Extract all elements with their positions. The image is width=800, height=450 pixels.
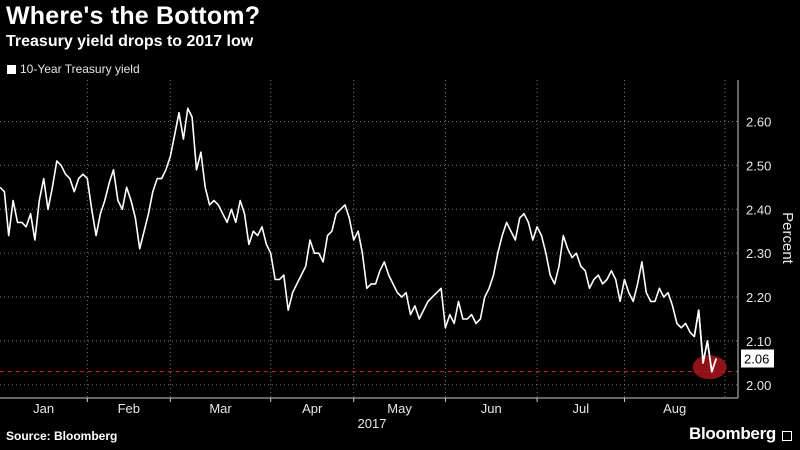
- x-tick-label: Jan: [33, 401, 54, 416]
- series-line: [0, 107, 717, 373]
- x-tick-label: Mar: [209, 401, 232, 416]
- brand-mark-icon: [782, 431, 792, 441]
- legend: 10-Year Treasury yield: [7, 62, 140, 76]
- legend-swatch: [7, 64, 16, 74]
- y-tick-label: 2.60: [746, 115, 771, 130]
- chart-subtitle: Treasury yield drops to 2017 low: [6, 33, 254, 50]
- chart-title: Where's the Bottom?: [6, 2, 261, 30]
- series-layer: [0, 107, 717, 373]
- y-tick-label: 2.10: [746, 334, 771, 349]
- y-tick-label: 2.00: [746, 378, 771, 393]
- y-tick-label: 2.40: [746, 202, 771, 217]
- x-tick-label: Feb: [118, 401, 140, 416]
- y-tick-label: 2.20: [746, 290, 771, 305]
- y-axis-label: Percent: [779, 212, 796, 265]
- axis-layer: 2.00 2.10 2.20 2.30 2.40 2.50 2.60 Jan Feb Mar Apr…: [0, 80, 774, 416]
- brand-logo: Bloomberg: [688, 424, 776, 443]
- y-tick-label: 2.30: [746, 246, 771, 261]
- last-value-label: 2.06: [744, 352, 769, 367]
- x-tick-label: Jun: [481, 401, 502, 416]
- legend-label: 10-Year Treasury yield: [20, 62, 140, 76]
- y-tick-label: 2.50: [746, 158, 771, 173]
- source-note: Source: Bloomberg: [6, 429, 118, 443]
- x-tick-label: Aug: [663, 401, 686, 416]
- x-tick-label: Jul: [572, 401, 589, 416]
- grid: [0, 80, 738, 398]
- last-value-box: [741, 349, 774, 368]
- x-tick-label: May: [387, 401, 412, 416]
- x-tick-label: Apr: [302, 401, 323, 416]
- x-axis-year-label: 2017: [358, 416, 387, 431]
- low-highlight: [692, 355, 727, 380]
